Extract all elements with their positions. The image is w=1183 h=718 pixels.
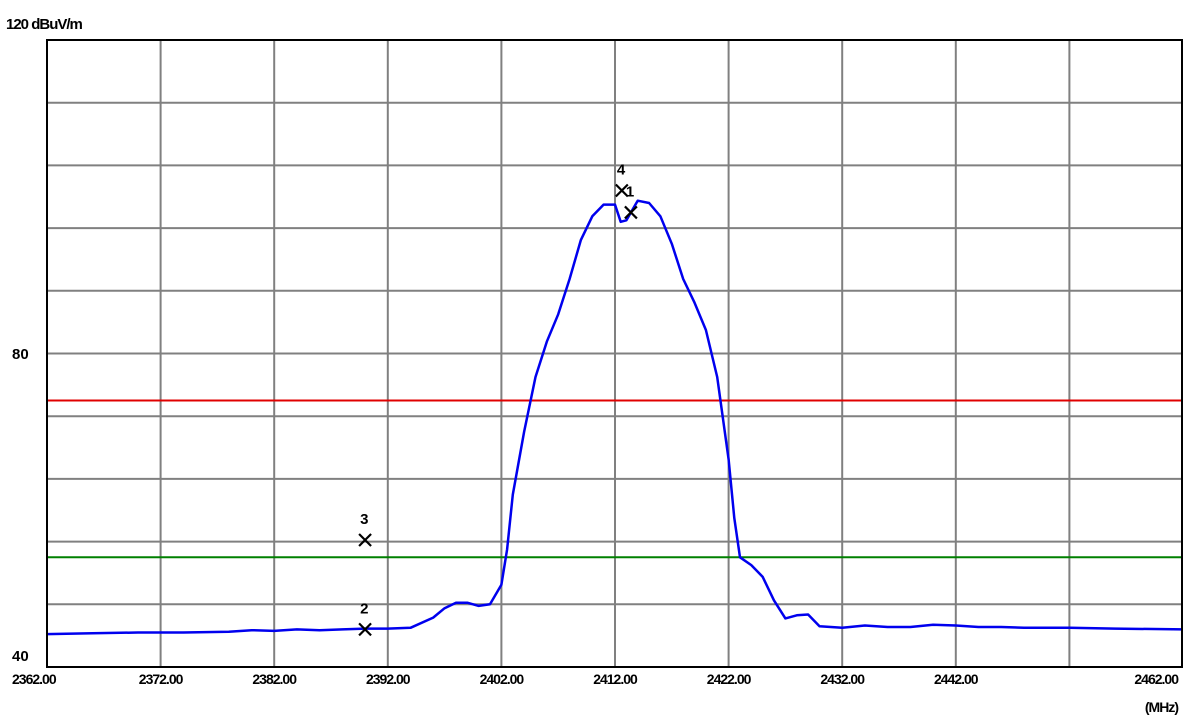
marker-4-label: 4: [617, 161, 626, 178]
marker-2-cross: [358, 622, 372, 637]
x-tick-label: 2442.00: [934, 671, 979, 687]
trace-layer: [46, 199, 1183, 636]
x-tick-label: 2392.00: [366, 671, 411, 687]
marker-4-cross: [615, 183, 629, 198]
x-tick-label: 2382.00: [252, 671, 297, 687]
marker-3-cross: [358, 533, 372, 547]
marker-3-label: 3: [360, 511, 368, 528]
x-tick-labels: 2362.00 2372.00 2382.00 2392.00 2402.00 2412.…: [12, 671, 1180, 687]
x-tick-label: 2412.00: [593, 671, 638, 687]
marker-layer: 1 2 3 4: [358, 161, 638, 637]
x-tick-label: 2422.00: [707, 671, 752, 687]
plot-frame: [46, 39, 1183, 668]
x-tick-label: 2362.00: [12, 671, 57, 687]
y-axis-mid-label: 80: [12, 346, 29, 363]
limit-lines: [47, 399, 1183, 559]
y-axis-top-label: 120 dBuV/m: [6, 16, 83, 33]
marker-1-cross: [624, 205, 638, 220]
x-tick-label: 2402.00: [480, 671, 525, 687]
grid: [47, 40, 1183, 667]
trace-line: [46, 199, 1183, 636]
x-tick-label: 2462.00: [1134, 671, 1179, 687]
y-axis-bottom-label: 40: [12, 648, 29, 665]
x-tick-label: 2372.00: [139, 671, 184, 687]
marker-1-label: 1: [626, 183, 634, 200]
marker-2-label: 2: [360, 600, 368, 617]
x-tick-label: 2432.00: [820, 671, 865, 687]
x-axis-unit-label: (MHz): [1145, 699, 1178, 715]
